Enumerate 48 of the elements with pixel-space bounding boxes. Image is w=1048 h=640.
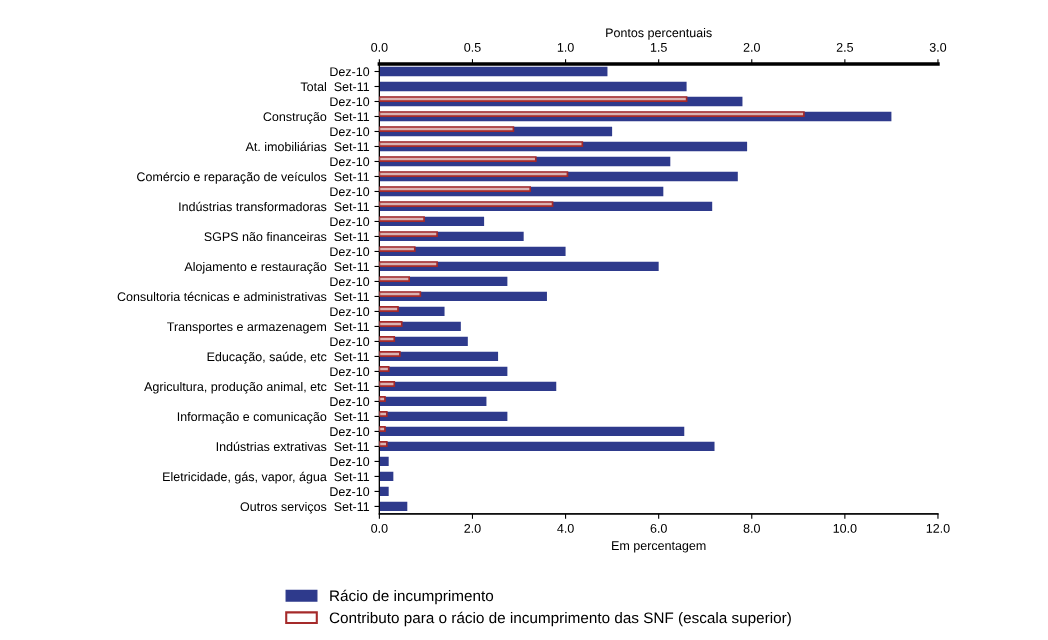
- y-tick-label: SGPS não financeiras Set-11: [204, 231, 370, 242]
- y-tick-label: Dez-10: [330, 97, 370, 107]
- y-tick-label: Dez-10: [330, 397, 370, 407]
- y-tick-label: Construção Set-11: [263, 112, 370, 124]
- y-tick-label: Comércio e reparação de veículos Set-11: [137, 171, 370, 184]
- y-tick-label: Outros serviços Set-11: [240, 501, 370, 514]
- y-tick-label: At. imobiliárias Set-11: [245, 141, 370, 152]
- x2-tick-label: 0.5: [464, 42, 481, 52]
- x2-tick-label: 0.0: [371, 42, 388, 52]
- x-tick-label: 8.0: [743, 523, 760, 533]
- y-tick-label: Agricultura, produção animal, etc Set-11: [144, 381, 370, 394]
- x-tick-label: 10.0: [833, 523, 857, 533]
- y-tick-label: Educação, saúde, etc Set-11: [207, 351, 370, 364]
- y-tick-label: Dez-10: [330, 457, 370, 467]
- y-tick-label: Transportes e armazenagem Set-11: [167, 322, 370, 334]
- y-tick-label: Alojamento e restauração Set-11: [184, 261, 370, 274]
- y-tick-label: Dez-10: [330, 307, 370, 317]
- x2-tick-label: 3.0: [929, 42, 947, 52]
- x2-tick-label: 2.0: [743, 42, 760, 52]
- y-tick-label: Dez-10: [330, 487, 370, 497]
- y-tick-label: Dez-10: [330, 67, 370, 77]
- y-tick-label: Dez-10: [330, 157, 370, 167]
- x-tick-label: 0.0: [371, 523, 388, 533]
- y-tick-label: Indústrias extrativas Set-11: [216, 441, 370, 452]
- y-tick-label: Dez-10: [330, 217, 370, 227]
- y-tick-label: Dez-10: [330, 337, 370, 347]
- y-tick-label: Total Set-11: [300, 81, 370, 92]
- y-tick-label: Dez-10: [330, 277, 370, 287]
- y-tick-label: Informação e comunicação Set-11: [177, 411, 370, 424]
- x-tick-label: 6.0: [650, 523, 667, 533]
- y-tick-label: Indústrias transformadoras Set-11: [179, 201, 370, 212]
- legend-label: Rácio de incumprimento: [330, 589, 494, 605]
- x-tick-label: 2.0: [464, 523, 481, 533]
- x2-axis-title: Pontos percentuais: [606, 28, 712, 40]
- y-tick-label: Dez-10: [330, 367, 370, 377]
- y-tick-label: Dez-10: [330, 247, 370, 257]
- y-tick-label: Eletricidade, gás, vapor, água Set-11: [163, 471, 370, 484]
- x2-tick-label: 2.5: [836, 42, 854, 52]
- y-tick-label: Dez-10: [330, 127, 370, 137]
- y-tick-label: Dez-10: [330, 427, 370, 437]
- x-axis-title: Em percentagem: [612, 541, 706, 553]
- x2-tick-label: 1.5: [650, 43, 667, 52]
- x2-tick-label: 1.0: [557, 42, 574, 52]
- x-tick-label: 12.0: [926, 523, 950, 533]
- y-tick-label: Dez-10: [330, 187, 370, 197]
- y-tick-label: Consultoria técnicas e administrativas Set-11: [117, 291, 370, 302]
- legend-label: Contributo para o rácio de incumprimento das SNF (escala superior): [329, 611, 791, 627]
- x-tick-label: 4.0: [557, 523, 574, 533]
